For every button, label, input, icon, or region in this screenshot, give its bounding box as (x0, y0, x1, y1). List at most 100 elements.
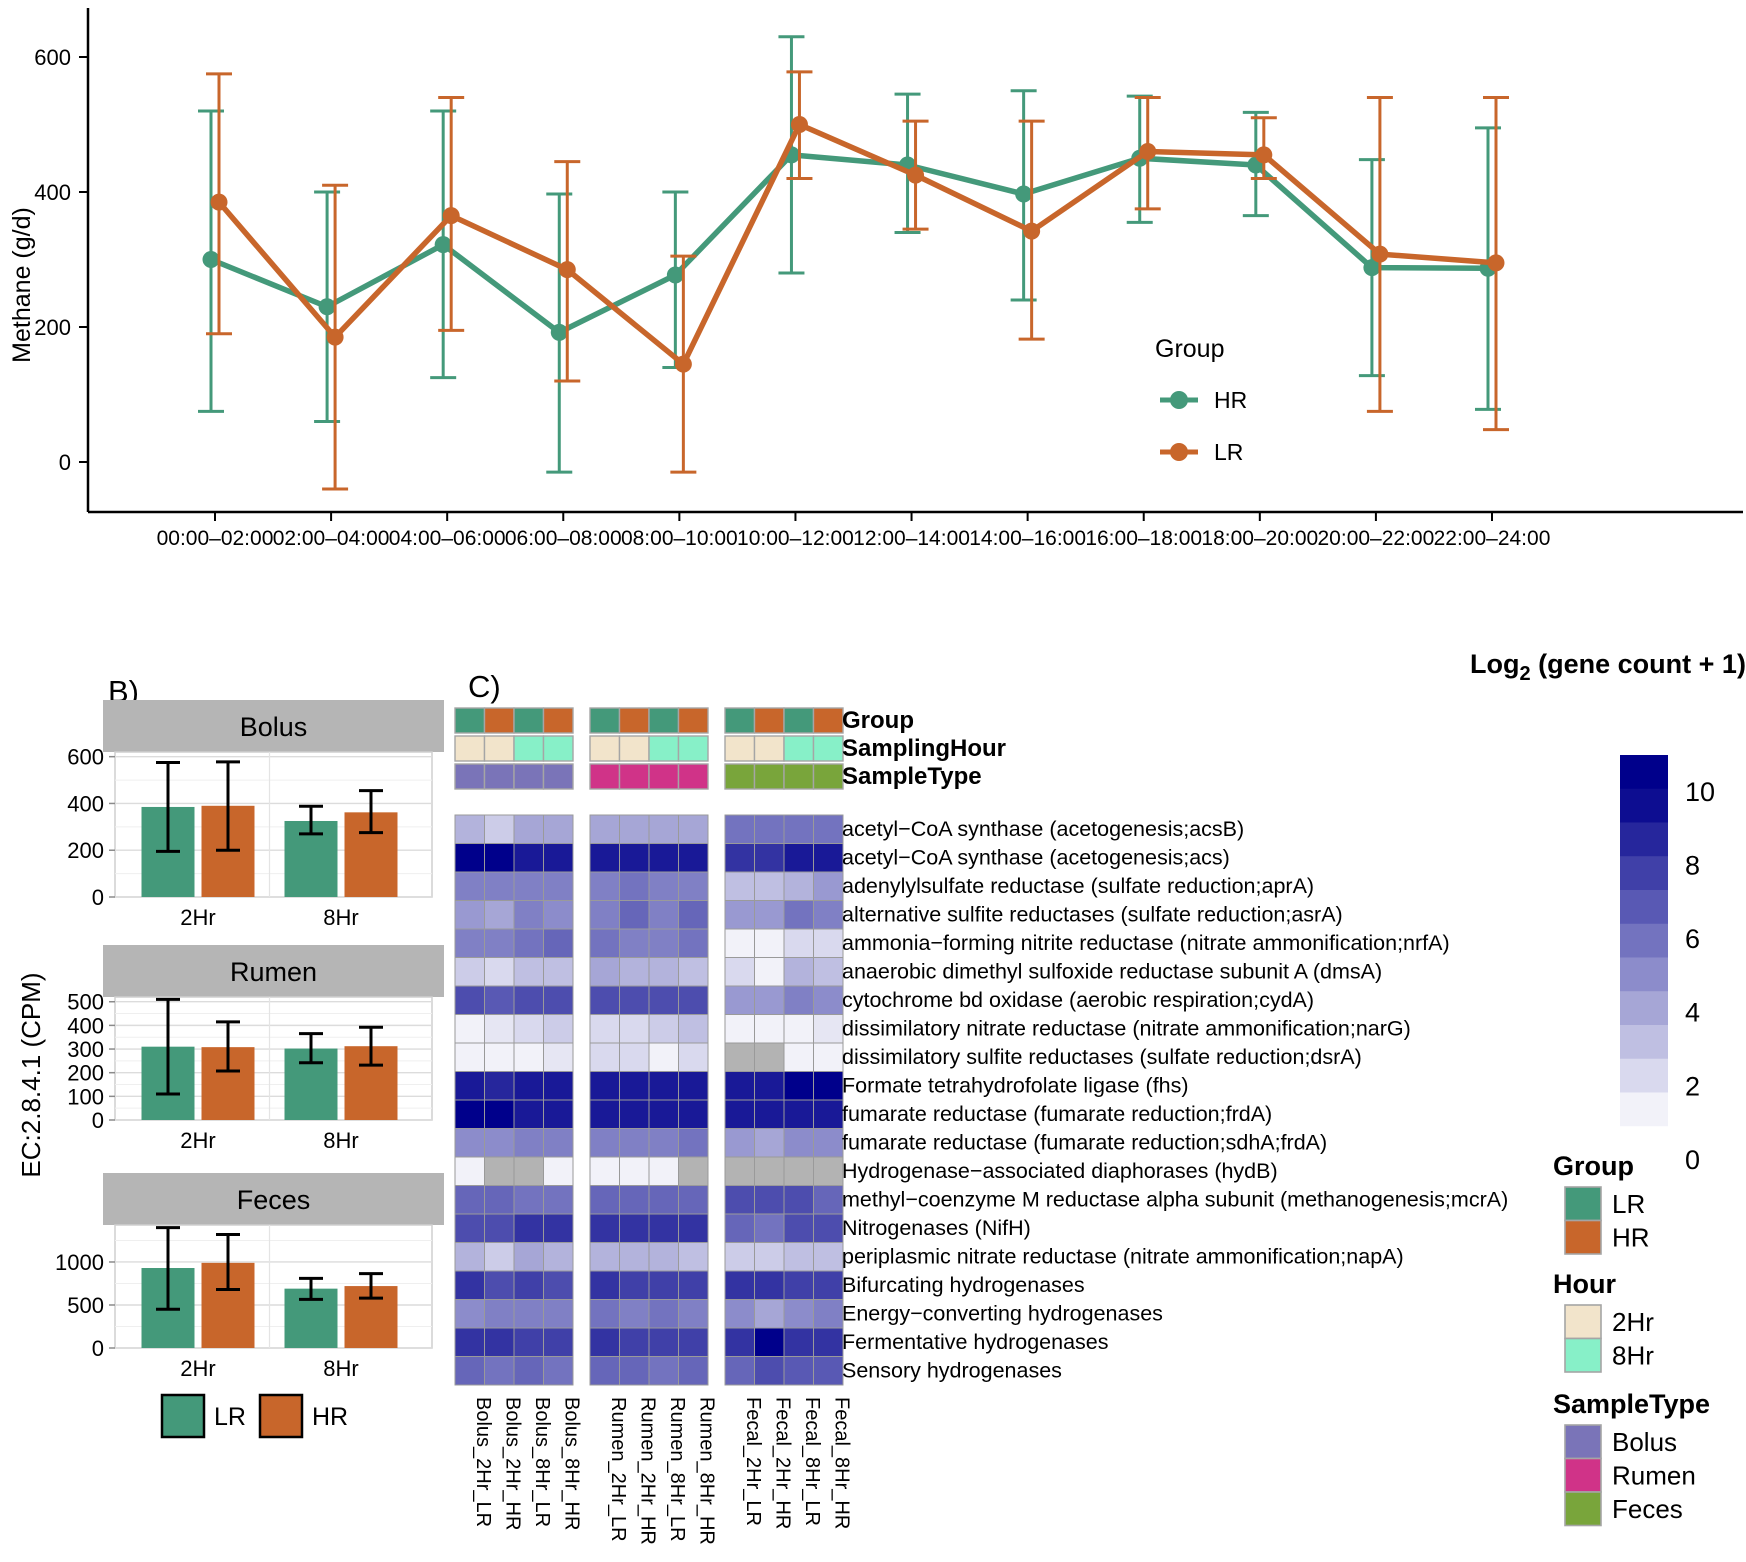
y-tick-label: 0 (92, 1108, 104, 1133)
heatmap-cell (754, 1213, 785, 1243)
heatmap-cell (484, 843, 515, 873)
heatmap-cell (783, 1156, 814, 1186)
heatmap-cell (484, 1042, 515, 1072)
facet-title: Feces (237, 1185, 311, 1215)
heatmap-cell (783, 957, 814, 987)
heatmap-cell (783, 1213, 814, 1243)
facet-feces: Feces 0 500 1000 2Hr 8Hr (55, 1173, 444, 1381)
data-point (907, 166, 925, 184)
heatmap-cell (454, 843, 485, 873)
heatmap-cell (648, 814, 679, 844)
heatmap-cell (783, 871, 814, 901)
legend-swatch (1564, 1457, 1602, 1493)
heatmap-cell (724, 1299, 755, 1329)
x-tick-label: 02:00–04:00 (273, 527, 390, 550)
series-LR (206, 70, 1509, 491)
heatmap-cell (678, 1185, 709, 1215)
panel-c-legends: Group LR HR Hour 2Hr 8Hr SampleType Bolus RumenF… (1553, 1151, 1710, 1527)
row-label: Nitrogenases (NifH) (842, 1216, 1031, 1240)
heatmap-cell (454, 985, 485, 1015)
heatmap-cell (619, 1185, 650, 1215)
heatmap-cell (454, 1042, 485, 1072)
heatmap-cell (783, 900, 814, 930)
heatmap-cell (589, 1270, 620, 1300)
heatmap-cell (754, 900, 785, 930)
heatmap-cell (754, 814, 785, 844)
heatmap-cell (589, 1014, 620, 1044)
heatmap-cell (454, 900, 485, 930)
legend-label: LR (1214, 439, 1243, 465)
heatmap-cell (724, 871, 755, 901)
heatmap-cell (783, 1270, 814, 1300)
heatmap-cell (454, 928, 485, 958)
annotation-cell (753, 735, 785, 762)
heatmap-cell (543, 928, 574, 958)
heatmap-cell (678, 1042, 709, 1072)
heatmap-cell (724, 1014, 755, 1044)
heatmap-cell (724, 1327, 755, 1357)
data-point (210, 193, 228, 211)
heatmap-cell (783, 1356, 814, 1386)
heatmap-cell (619, 843, 650, 873)
data-point (666, 266, 684, 284)
legend-label: Feces (1612, 1494, 1683, 1524)
legend-label: 2Hr (1612, 1307, 1654, 1337)
heatmap-cell (513, 1128, 544, 1158)
heatmap-cell (813, 1014, 844, 1044)
heatmap-cell (678, 1156, 709, 1186)
heatmap-cell (648, 1213, 679, 1243)
annotation-cell (618, 735, 650, 762)
x-tick-label: 20:00–22:00 (1318, 527, 1435, 550)
annotation-cell (483, 707, 515, 734)
heatmap-cell (513, 1213, 544, 1243)
y-tick-label: 500 (67, 1293, 104, 1318)
heatmap-cell (589, 1128, 620, 1158)
heatmap-cell (619, 1099, 650, 1129)
heatmap-cell (724, 1270, 755, 1300)
series-HR (198, 35, 1501, 474)
heatmap-cell (813, 1270, 844, 1300)
heatmap-cell (543, 1128, 574, 1158)
heatmap-cell (589, 814, 620, 844)
annotation-cell (783, 763, 815, 790)
annotation-row-label: SamplingHour (842, 735, 1006, 762)
heatmap-cell (724, 900, 755, 930)
heatmap-cell (619, 1356, 650, 1386)
x-tick-label: 2Hr (180, 1128, 215, 1153)
heatmap-cell (754, 1014, 785, 1044)
annotation-cell (589, 763, 621, 790)
heatmap-cell (454, 1014, 485, 1044)
heatmap-cell (648, 1099, 679, 1129)
facet-title: Rumen (230, 957, 317, 987)
y-tick-label: 600 (34, 45, 71, 70)
heatmap-cell (678, 1327, 709, 1357)
heatmap-cell (543, 1270, 574, 1300)
column-label: Fecal_8Hr_LR (801, 1397, 823, 1526)
row-label: acetyl−CoA synthase (acetogenesis;acs) (842, 846, 1230, 870)
heatmap-cell (589, 900, 620, 930)
legend-label: LR (1612, 1189, 1645, 1219)
heatmap-cell (454, 871, 485, 901)
data-point (1363, 259, 1381, 277)
heatmap-cell (754, 1356, 785, 1386)
heatmap-cell (724, 1156, 755, 1186)
colorbar-step (1620, 957, 1668, 992)
data-point (674, 355, 692, 373)
x-tick-label: 00:00–02:00 (157, 527, 274, 550)
row-label: dissimilatory sulfite reductases (sulfat… (842, 1045, 1362, 1069)
heatmap-cell (619, 871, 650, 901)
heatmap-cell (619, 1327, 650, 1357)
heatmap-cell (543, 1185, 574, 1215)
heatmap-cell (648, 1327, 679, 1357)
heatmap-cell (589, 1071, 620, 1101)
annotation-cell (618, 707, 650, 734)
heatmap-cell (724, 1071, 755, 1101)
legend-label: HR (312, 1403, 348, 1431)
annotation-cell (812, 735, 844, 762)
annotation-cell (483, 763, 515, 790)
heatmap-cell (513, 1185, 544, 1215)
row-label: Fermentative hydrogenases (842, 1330, 1109, 1354)
row-label: acetyl−CoA synthase (acetogenesis;acsB) (842, 817, 1244, 841)
annotation-cell (677, 763, 709, 790)
heatmap-cell (678, 1071, 709, 1101)
